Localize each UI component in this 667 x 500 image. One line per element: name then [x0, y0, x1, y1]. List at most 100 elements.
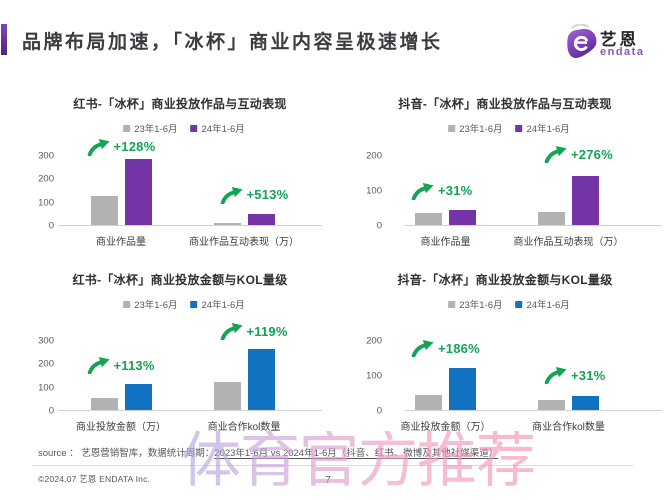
chart-legend: 23年1-6月 24年1-6月 [123, 297, 245, 311]
logo-text-cn: 艺恩 [600, 31, 639, 49]
source-note-prefix: source ： 艺恩营销智库，数据统计周期： [38, 448, 215, 459]
y-tick-label: 100 [38, 196, 54, 208]
growth-arrow [87, 138, 110, 156]
bar-group: +113% [87, 357, 154, 410]
endata-logo-icon [567, 24, 597, 58]
growth-label: +276% [571, 146, 613, 162]
growth-annotation: +513% [220, 186, 289, 204]
legend-item: 24年1-6月 [190, 297, 245, 311]
legend-label: 24年1-6月 [526, 124, 570, 135]
legend-swatch [515, 124, 523, 132]
title-accent-bar [1, 24, 7, 55]
legend-item: 24年1-6月 [190, 121, 245, 135]
bar-24年1-6月 [124, 158, 152, 225]
arrow-head [422, 340, 434, 351]
legend-label: 24年1-6月 [201, 300, 245, 311]
y-tick-label: 100 [38, 381, 54, 393]
logo-swoosh [571, 24, 589, 29]
legend-label: 23年1-6月 [134, 300, 178, 311]
x-category-label: 商业投放金额（万） [76, 422, 166, 433]
chart-title: 红书-「冰杯」商业投放作品与互动表现 [73, 97, 287, 111]
arrow-tail [411, 343, 427, 357]
legend-label: 24年1-6月 [201, 124, 245, 135]
growth-arrow [220, 186, 243, 204]
bar-23年1-6月 [538, 399, 565, 410]
chart-title: 抖音-「冰杯」商业投放金额与KOL量级 [397, 273, 613, 287]
y-tick-label: 300 [38, 150, 54, 162]
legend-swatch [190, 124, 198, 132]
y-tick-label: 200 [366, 335, 382, 347]
arrow-tail [544, 149, 560, 164]
bar-24年1-6月 [247, 213, 275, 225]
bar-23年1-6月 [415, 213, 442, 225]
page-number: 7 [325, 475, 331, 486]
plot-area: +31% +276% [404, 146, 662, 226]
legend-item: 24年1-6月 [515, 297, 570, 311]
legend-swatch [515, 300, 523, 308]
logo-text-en: endata [600, 46, 645, 58]
growth-label: +113% [113, 357, 155, 373]
arrow-tail [411, 186, 427, 200]
legend-swatch [190, 300, 198, 308]
growth-arrow-icon [544, 367, 567, 385]
arrow-head [422, 182, 434, 194]
growth-annotation: +276% [544, 145, 613, 164]
bar-23年1-6月 [213, 223, 241, 225]
endata-logo: 艺恩 endata [564, 23, 660, 63]
growth-arrow-icon [544, 146, 567, 164]
growth-label: +119% [246, 323, 288, 339]
bar-24年1-6月 [247, 349, 275, 410]
growth-annotation: +128% [87, 138, 156, 156]
legend-swatch [448, 300, 456, 308]
bar-24年1-6月 [572, 176, 599, 225]
growth-arrow-icon [87, 138, 110, 156]
growth-arrow [411, 182, 434, 200]
legend-swatch [448, 124, 456, 132]
source-note-period: 2023年1-6月 vs 2024年1-6月（抖音、红书、微博及其他社媒渠道） [214, 448, 499, 459]
y-tick-label: 300 [38, 335, 54, 347]
bar-group: +119% [213, 323, 287, 410]
growth-label: +31% [571, 367, 606, 383]
arrow-head [231, 323, 243, 334]
arrow-tail [220, 326, 236, 341]
x-category-label: 商业投放金额（万） [400, 422, 491, 433]
y-tick-label: 0 [48, 220, 54, 232]
watermark: 体育官方推荐 [181, 428, 536, 494]
arrow-head [555, 146, 567, 157]
arrow-head [231, 186, 243, 197]
y-tick-label: 200 [38, 358, 54, 370]
bar-group: +276% [538, 146, 613, 225]
bar-24年1-6月 [449, 368, 476, 410]
y-tick-label: 0 [48, 405, 54, 417]
x-category-label: 商业作品量 [420, 237, 471, 248]
growth-label: +186% [438, 340, 480, 356]
x-category-label: 商业合作kol数量 [207, 422, 281, 433]
growth-arrow-icon [87, 357, 110, 375]
arrow-tail [220, 189, 236, 204]
legend-swatch [123, 124, 131, 132]
growth-annotation: +113% [87, 356, 155, 375]
legend-label: 23年1-6月 [459, 124, 503, 135]
plot-area: +128% +513% [58, 138, 322, 226]
legend-label: 24年1-6月 [526, 300, 570, 311]
growth-arrow [220, 322, 243, 341]
bar-23年1-6月 [90, 397, 118, 410]
growth-arrow-icon [411, 340, 434, 357]
y-tick-label: 200 [38, 173, 54, 185]
chart-title: 红书-「冰杯」商业投放金额与KOL量级 [72, 273, 288, 287]
growth-arrow [87, 356, 110, 375]
arrow-head [555, 367, 567, 378]
y-tick-label: 0 [376, 405, 382, 417]
y-tick-label: 100 [366, 185, 382, 197]
bar-23年1-6月 [213, 382, 241, 410]
legend-item: 23年1-6月 [448, 121, 503, 135]
legend-swatch [123, 300, 131, 308]
plot-area: +186% +31% [404, 340, 662, 411]
growth-arrow [544, 145, 567, 164]
logo-e-ring [573, 35, 589, 51]
growth-label: +31% [438, 183, 473, 199]
legend-item: 23年1-6月 [448, 297, 503, 311]
y-tick-label: 0 [376, 220, 382, 232]
growth-annotation: +119% [220, 322, 288, 341]
